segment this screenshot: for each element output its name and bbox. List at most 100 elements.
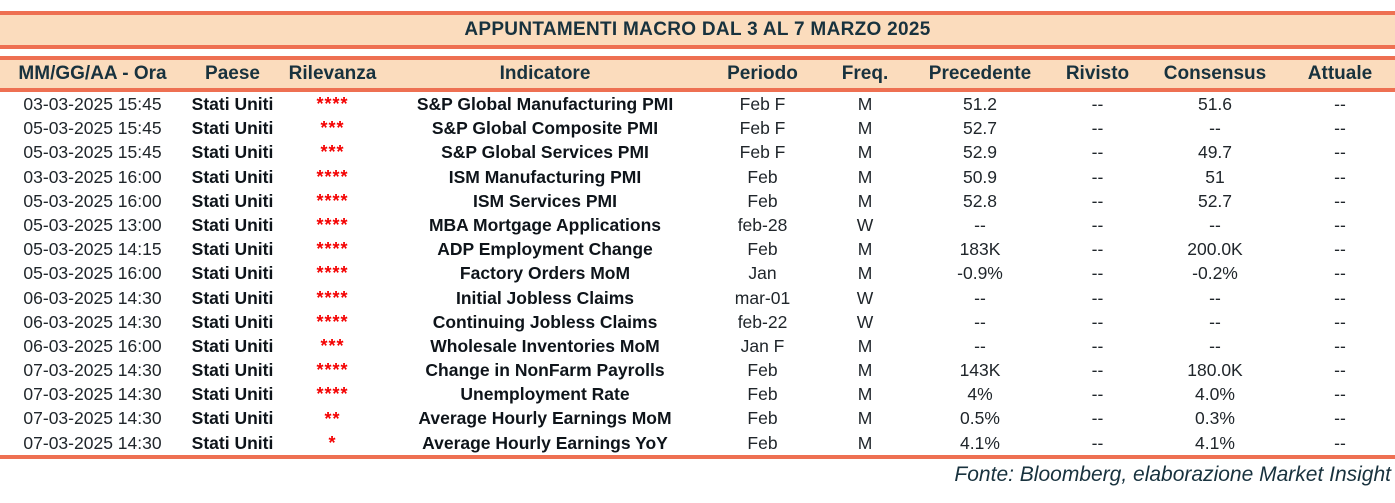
cell-country: Stati Uniti bbox=[191, 118, 274, 139]
relevance-stars: **** bbox=[316, 215, 349, 236]
cell-period: Feb bbox=[747, 384, 778, 405]
cell-indicator: Unemployment Rate bbox=[460, 384, 630, 405]
table-row: 07-03-2025 14:30 Stati Uniti **** Unempl… bbox=[0, 382, 1395, 406]
cell-period: Feb bbox=[747, 239, 778, 260]
cell-frequency: W bbox=[856, 311, 874, 332]
cell-previous: -- bbox=[974, 335, 986, 356]
table-row: 03-03-2025 15:45 Stati Uniti **** S&P Gl… bbox=[0, 92, 1395, 116]
relevance-stars: *** bbox=[320, 142, 345, 163]
cell-country: Stati Uniti bbox=[191, 408, 274, 429]
cell-period: feb-28 bbox=[737, 214, 788, 235]
cell-datetime: 07-03-2025 14:30 bbox=[23, 384, 162, 405]
table-row: 05-03-2025 13:00 Stati Uniti **** MBA Mo… bbox=[0, 213, 1395, 237]
cell-period: Jan F bbox=[740, 335, 785, 356]
cell-previous: 4.1% bbox=[960, 432, 1000, 453]
cell-previous: 52.8 bbox=[962, 190, 998, 211]
cell-actual: -- bbox=[1334, 311, 1346, 332]
table-title-bar: APPUNTAMENTI MACRO DAL 3 AL 7 MARZO 2025 bbox=[0, 11, 1395, 49]
table-row: 06-03-2025 16:00 Stati Uniti *** Wholesa… bbox=[0, 334, 1395, 358]
cell-actual: -- bbox=[1334, 287, 1346, 308]
cell-indicator: Change in NonFarm Payrolls bbox=[425, 360, 665, 381]
cell-frequency: W bbox=[856, 214, 874, 235]
cell-country: Stati Uniti bbox=[191, 287, 274, 308]
cell-consensus: 52.7 bbox=[1197, 190, 1233, 211]
table-header-row: MM/GG/AA - Ora Paese Rilevanza Indicator… bbox=[0, 56, 1395, 92]
table-row: 07-03-2025 14:30 Stati Uniti ** Average … bbox=[0, 406, 1395, 430]
cell-period: Feb bbox=[747, 166, 778, 187]
cell-datetime: 03-03-2025 16:00 bbox=[23, 166, 162, 187]
cell-country: Stati Uniti bbox=[191, 335, 274, 356]
cell-period: Feb bbox=[747, 432, 778, 453]
cell-previous: 143K bbox=[959, 360, 1001, 381]
column-header-relevance: Rilevanza bbox=[288, 63, 377, 84]
column-header-indicator: Indicatore bbox=[499, 63, 591, 84]
cell-revised: -- bbox=[1091, 360, 1104, 381]
cell-revised: -- bbox=[1091, 311, 1104, 332]
cell-datetime: 07-03-2025 14:30 bbox=[23, 408, 162, 429]
cell-revised: -- bbox=[1091, 190, 1104, 211]
cell-period: Jan bbox=[748, 263, 777, 284]
cell-previous: 4% bbox=[967, 384, 993, 405]
cell-frequency: M bbox=[857, 432, 873, 453]
column-header-revised: Rivisto bbox=[1065, 63, 1130, 84]
cell-consensus: 49.7 bbox=[1197, 142, 1233, 163]
relevance-stars: ** bbox=[324, 408, 341, 429]
cell-country: Stati Uniti bbox=[191, 263, 274, 284]
cell-country: Stati Uniti bbox=[191, 166, 274, 187]
cell-revised: -- bbox=[1091, 287, 1104, 308]
cell-consensus: -0.2% bbox=[1192, 263, 1238, 284]
cell-indicator: S&P Global Services PMI bbox=[441, 142, 649, 163]
cell-country: Stati Uniti bbox=[191, 311, 274, 332]
cell-consensus: -- bbox=[1209, 311, 1221, 332]
cell-period: Feb F bbox=[739, 118, 786, 139]
cell-frequency: M bbox=[857, 239, 873, 260]
cell-indicator: ISM Services PMI bbox=[473, 190, 617, 211]
cell-consensus: 4.0% bbox=[1195, 384, 1235, 405]
column-header-datetime: MM/GG/AA - Ora bbox=[18, 63, 167, 84]
cell-previous: 183K bbox=[959, 239, 1001, 260]
column-header-period: Periodo bbox=[727, 63, 798, 84]
cell-datetime: 03-03-2025 15:45 bbox=[23, 94, 162, 114]
cell-datetime: 05-03-2025 14:15 bbox=[23, 239, 162, 260]
table-row: 03-03-2025 16:00 Stati Uniti **** ISM Ma… bbox=[0, 165, 1395, 189]
relevance-stars: * bbox=[328, 432, 337, 453]
cell-frequency: W bbox=[856, 287, 874, 308]
cell-revised: -- bbox=[1091, 118, 1104, 139]
cell-indicator: Wholesale Inventories MoM bbox=[430, 335, 660, 356]
cell-datetime: 06-03-2025 16:00 bbox=[23, 335, 162, 356]
relevance-stars: **** bbox=[316, 94, 349, 115]
cell-actual: -- bbox=[1334, 142, 1346, 163]
cell-indicator: Continuing Jobless Claims bbox=[432, 311, 658, 332]
cell-frequency: M bbox=[857, 118, 873, 139]
cell-frequency: M bbox=[857, 190, 873, 211]
table-row: 07-03-2025 14:30 Stati Uniti * Average H… bbox=[0, 431, 1395, 455]
cell-period: feb-22 bbox=[737, 311, 788, 332]
table-row: 05-03-2025 16:00 Stati Uniti **** ISM Se… bbox=[0, 189, 1395, 213]
cell-revised: -- bbox=[1091, 335, 1104, 356]
cell-actual: -- bbox=[1334, 384, 1346, 405]
relevance-stars: **** bbox=[316, 263, 349, 284]
relevance-stars: *** bbox=[320, 118, 345, 139]
cell-datetime: 05-03-2025 15:45 bbox=[23, 142, 162, 163]
relevance-stars: **** bbox=[316, 239, 349, 260]
cell-consensus: 51 bbox=[1205, 166, 1225, 187]
column-header-consensus: Consensus bbox=[1163, 63, 1267, 84]
cell-actual: -- bbox=[1334, 118, 1346, 139]
relevance-stars: **** bbox=[316, 311, 349, 332]
cell-previous: -0.9% bbox=[957, 263, 1003, 284]
cell-previous: -- bbox=[974, 311, 986, 332]
cell-actual: -- bbox=[1334, 360, 1346, 381]
cell-actual: -- bbox=[1334, 408, 1346, 429]
cell-frequency: M bbox=[857, 335, 873, 356]
relevance-stars: **** bbox=[316, 166, 349, 187]
cell-period: Feb F bbox=[739, 142, 786, 163]
cell-consensus: 0.3% bbox=[1195, 408, 1235, 429]
column-header-frequency: Freq. bbox=[841, 63, 889, 84]
cell-indicator: Average Hourly Earnings MoM bbox=[418, 408, 672, 429]
relevance-stars: **** bbox=[316, 360, 349, 381]
cell-datetime: 05-03-2025 13:00 bbox=[23, 214, 162, 235]
cell-consensus: 4.1% bbox=[1195, 432, 1235, 453]
cell-consensus: 51.6 bbox=[1197, 94, 1233, 114]
cell-country: Stati Uniti bbox=[191, 432, 274, 453]
cell-actual: -- bbox=[1334, 335, 1346, 356]
